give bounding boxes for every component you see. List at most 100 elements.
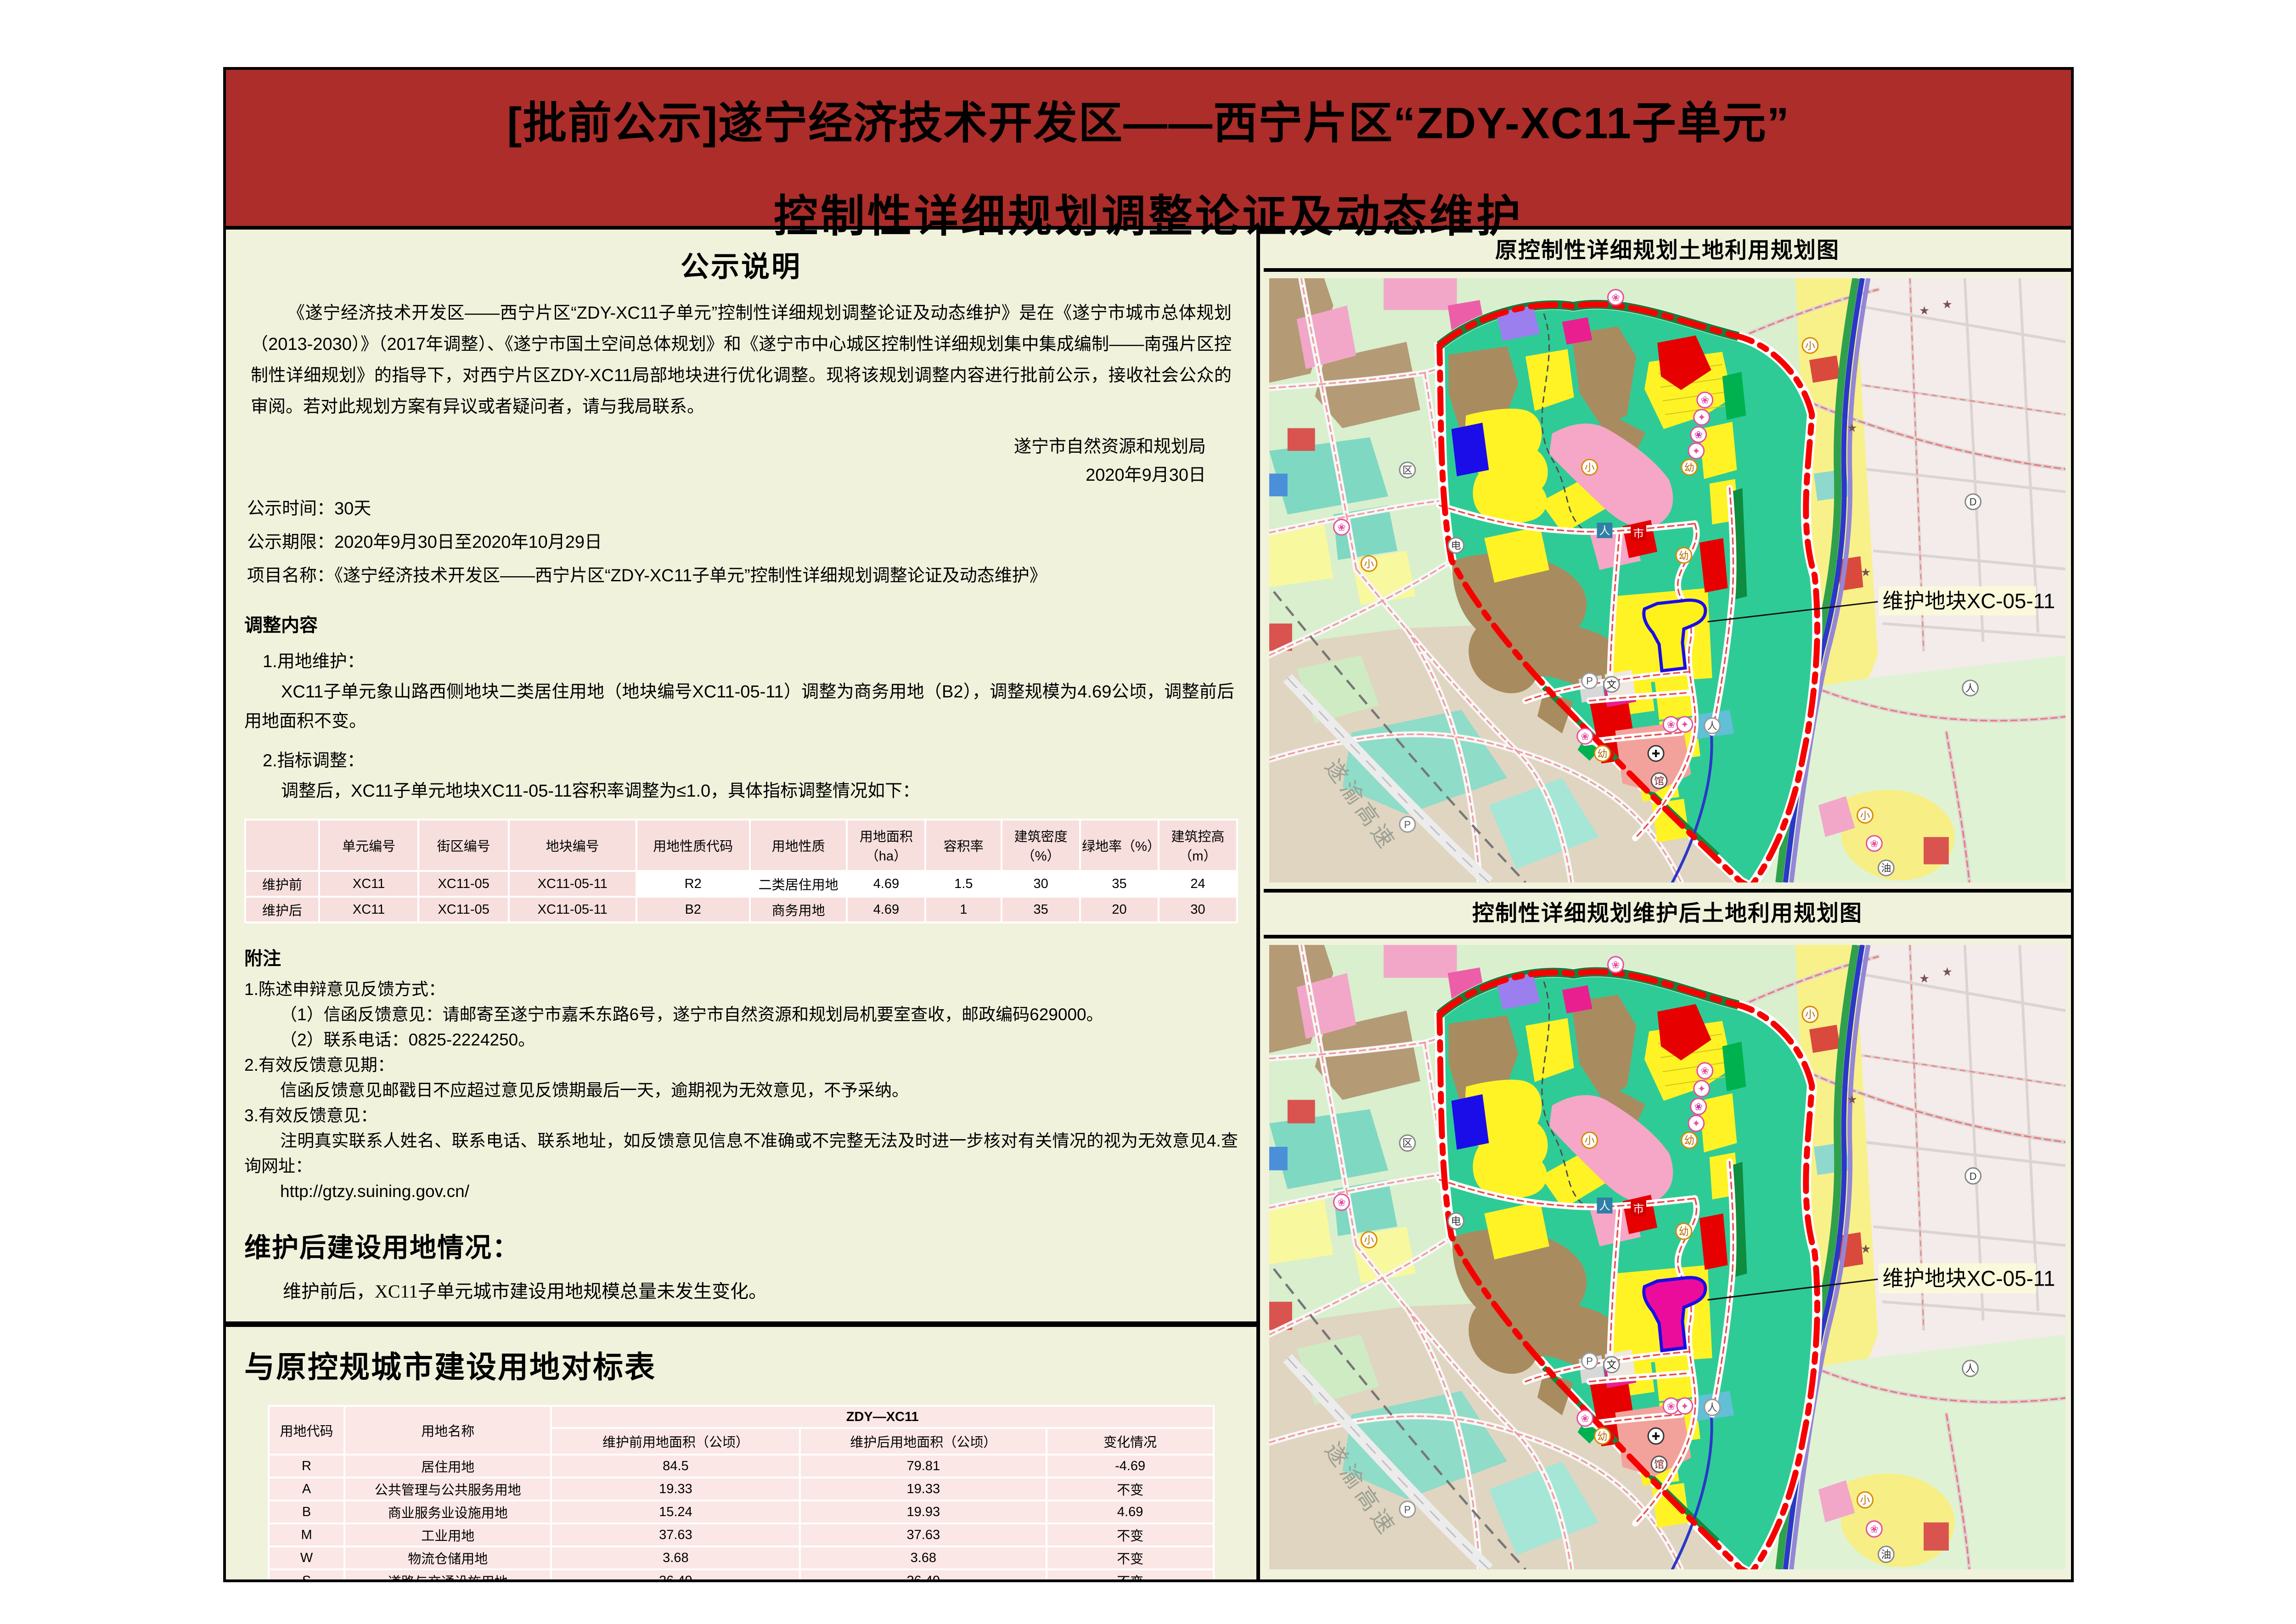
map-before-title: 原控制性详细规划土地利用规划图	[1264, 230, 2071, 272]
cell: B2	[635, 896, 751, 923]
cell: 84.5	[550, 1454, 801, 1478]
table-row: A 公共管理与公共服务用地 19.33 19.33 不变	[267, 1477, 1215, 1501]
header-cell: 用地面积（ha）	[846, 819, 927, 872]
cell: 物流仓储用地	[343, 1545, 552, 1570]
header-cell	[244, 819, 320, 872]
svg-text:❀: ❀	[1667, 1400, 1675, 1412]
map-poi-icon: 文	[1603, 676, 1620, 693]
svg-text:P: P	[1404, 1504, 1411, 1515]
cell: R	[267, 1454, 346, 1478]
map-poi-icon: ❀	[1576, 728, 1594, 745]
svg-text:✚: ✚	[1652, 748, 1660, 759]
adjustment-item1-title: 1.用地维护：	[263, 652, 365, 671]
cell: -4.69	[1046, 1454, 1215, 1478]
map-poi-icon: 油	[1877, 1545, 1895, 1563]
map-poi-icon: 小	[1360, 1231, 1378, 1249]
map-poi-icon: ✚	[1647, 1427, 1665, 1445]
adjustment-item2-body: 调整后，XC11子单元地块XC11-05-11容积率调整为≤1.0，具体指标调整…	[281, 781, 920, 801]
header-cell: 维护前用地面积（公顷）	[550, 1427, 801, 1455]
header-cell: 建筑密度（%）	[1001, 819, 1081, 872]
header-title-line1: [批前公示]遂宁经济技术开发区——西宁片区“ZDY-XC11子单元”	[507, 99, 1790, 148]
cell: 35	[1001, 896, 1081, 923]
table-row: M 工业用地 37.63 37.63 不变	[267, 1523, 1215, 1547]
notice-url-link[interactable]: http://gtzy.suining.gov.cn/	[280, 1182, 470, 1201]
note-line: 2.有效反馈意见期：	[244, 1056, 394, 1074]
cell: A	[267, 1477, 346, 1501]
svg-text:馆: 馆	[1654, 775, 1664, 787]
benchmark-title: 与原控规城市建设用地对标表	[244, 1350, 656, 1384]
svg-text:★: ★	[1942, 298, 1953, 311]
parcel-xc-05-11	[1642, 598, 1707, 673]
map-poi-icon: 电	[1447, 537, 1465, 554]
cell: 不变	[1046, 1523, 1215, 1547]
cell: 4.69	[846, 870, 927, 898]
svg-text:油: 油	[1881, 862, 1891, 874]
map-poi-icon: P	[1581, 1352, 1598, 1370]
map-poi-icon: ❀	[1696, 1062, 1714, 1079]
adjustment-item1-body: XC11子单元象山路西侧地块二类居住用地（地块编号XC11-05-11）调整为商…	[244, 682, 1234, 731]
svg-text:✦: ✦	[1681, 719, 1689, 731]
svg-text:❀: ❀	[1694, 429, 1703, 440]
cell: 不变	[1046, 1477, 1215, 1501]
note-line: 信函反馈意见邮戳日不应超过意见反馈期最后一天，逾期视为无效意见，不予采纳。	[280, 1081, 909, 1100]
notice-panel: 公示说明 《遂宁经济技术开发区——西宁片区“ZDY-XC11子单元”控制性详细规…	[226, 230, 1260, 1579]
svg-text:❀: ❀	[1694, 1101, 1703, 1113]
svg-text:✦: ✦	[1681, 1400, 1689, 1412]
svg-text:❀: ❀	[1337, 1197, 1345, 1208]
svg-text:❀: ❀	[1870, 1523, 1878, 1535]
svg-text:人: 人	[1599, 525, 1610, 537]
map-poi-icon: 幼	[1594, 1427, 1611, 1445]
svg-text:幼: 幼	[1684, 1135, 1694, 1146]
svg-text:幼: 幼	[1679, 1226, 1689, 1237]
svg-text:✦: ✦	[1698, 1083, 1706, 1095]
svg-text:❀: ❀	[1581, 731, 1589, 742]
map-poi-icon: 小	[1581, 459, 1598, 476]
map-poi-icon: P	[1399, 816, 1416, 833]
svg-text:❀: ❀	[1701, 394, 1709, 406]
cell: 79.81	[799, 1454, 1048, 1478]
header-cell: 绿地率（%）	[1079, 819, 1160, 872]
header-cell: 变化情况	[1046, 1427, 1215, 1455]
cell: 30	[1001, 870, 1081, 898]
indicator-row-after: 维护后 XC11 XC11-05 XC11-05-11 B2 商务用地 4.69…	[244, 896, 1238, 923]
header-cell: 单元编号	[318, 819, 420, 872]
notice-period: 公示期限：2020年9月30日至2020年10月29日	[247, 533, 602, 552]
maintenance-title: 维护后建设用地情况：	[244, 1233, 520, 1263]
svg-text:小: 小	[1860, 810, 1870, 821]
maintenance-body: 维护前后，XC11子单元城市建设用地规模总量未发生变化。	[283, 1281, 767, 1302]
svg-text:幼: 幼	[1598, 748, 1608, 759]
svg-text:电: 电	[1451, 540, 1461, 551]
svg-text:✦: ✦	[1692, 1118, 1700, 1129]
cell: 36.49	[799, 1568, 1048, 1579]
map-poi-icon: 电	[1447, 1212, 1465, 1230]
header-cell: 建筑控高（m）	[1158, 819, 1238, 872]
svg-text:区: 区	[1402, 465, 1412, 476]
cell: M	[267, 1523, 346, 1547]
map-poi-icon: 馆	[1650, 1455, 1668, 1473]
map-poi-icon: 人	[1962, 1360, 1979, 1377]
note-line: 3.有效反馈意见：	[244, 1106, 377, 1125]
svg-text:D: D	[1970, 1170, 1977, 1182]
cell: 不变	[1046, 1545, 1215, 1570]
parcel-callout-label: 维护地块XC-05-11	[1882, 590, 2055, 613]
svg-text:馆: 馆	[1654, 1459, 1664, 1470]
cell: 不变	[1046, 1568, 1215, 1579]
svg-text:文: 文	[1606, 1359, 1616, 1371]
cell: 道路与交通设施用地	[343, 1568, 552, 1579]
svg-text:P: P	[1586, 1355, 1593, 1367]
svg-text:小: 小	[1805, 1009, 1815, 1020]
map-poi-icon: 小	[1857, 1491, 1874, 1509]
map-poi-icon: 人	[1704, 1399, 1721, 1416]
svg-text:❀: ❀	[1870, 838, 1878, 849]
svg-text:电: 电	[1451, 1215, 1461, 1227]
cell: B	[267, 1500, 346, 1524]
map-poi-icon: 小	[1857, 807, 1874, 824]
map-poi-icon: P	[1581, 672, 1598, 689]
cell: 19.33	[799, 1477, 1048, 1501]
notice-agency: 遂宁市自然资源和规划局	[1013, 437, 1206, 456]
svg-text:★: ★	[1861, 1242, 1871, 1255]
table-row: R 居住用地 84.5 79.81 -4.69	[267, 1454, 1215, 1478]
map-poi-icon: ❀	[1696, 391, 1714, 409]
map-poi-icon: ❀	[1333, 1193, 1350, 1211]
map-poi-icon: 区	[1399, 461, 1416, 478]
